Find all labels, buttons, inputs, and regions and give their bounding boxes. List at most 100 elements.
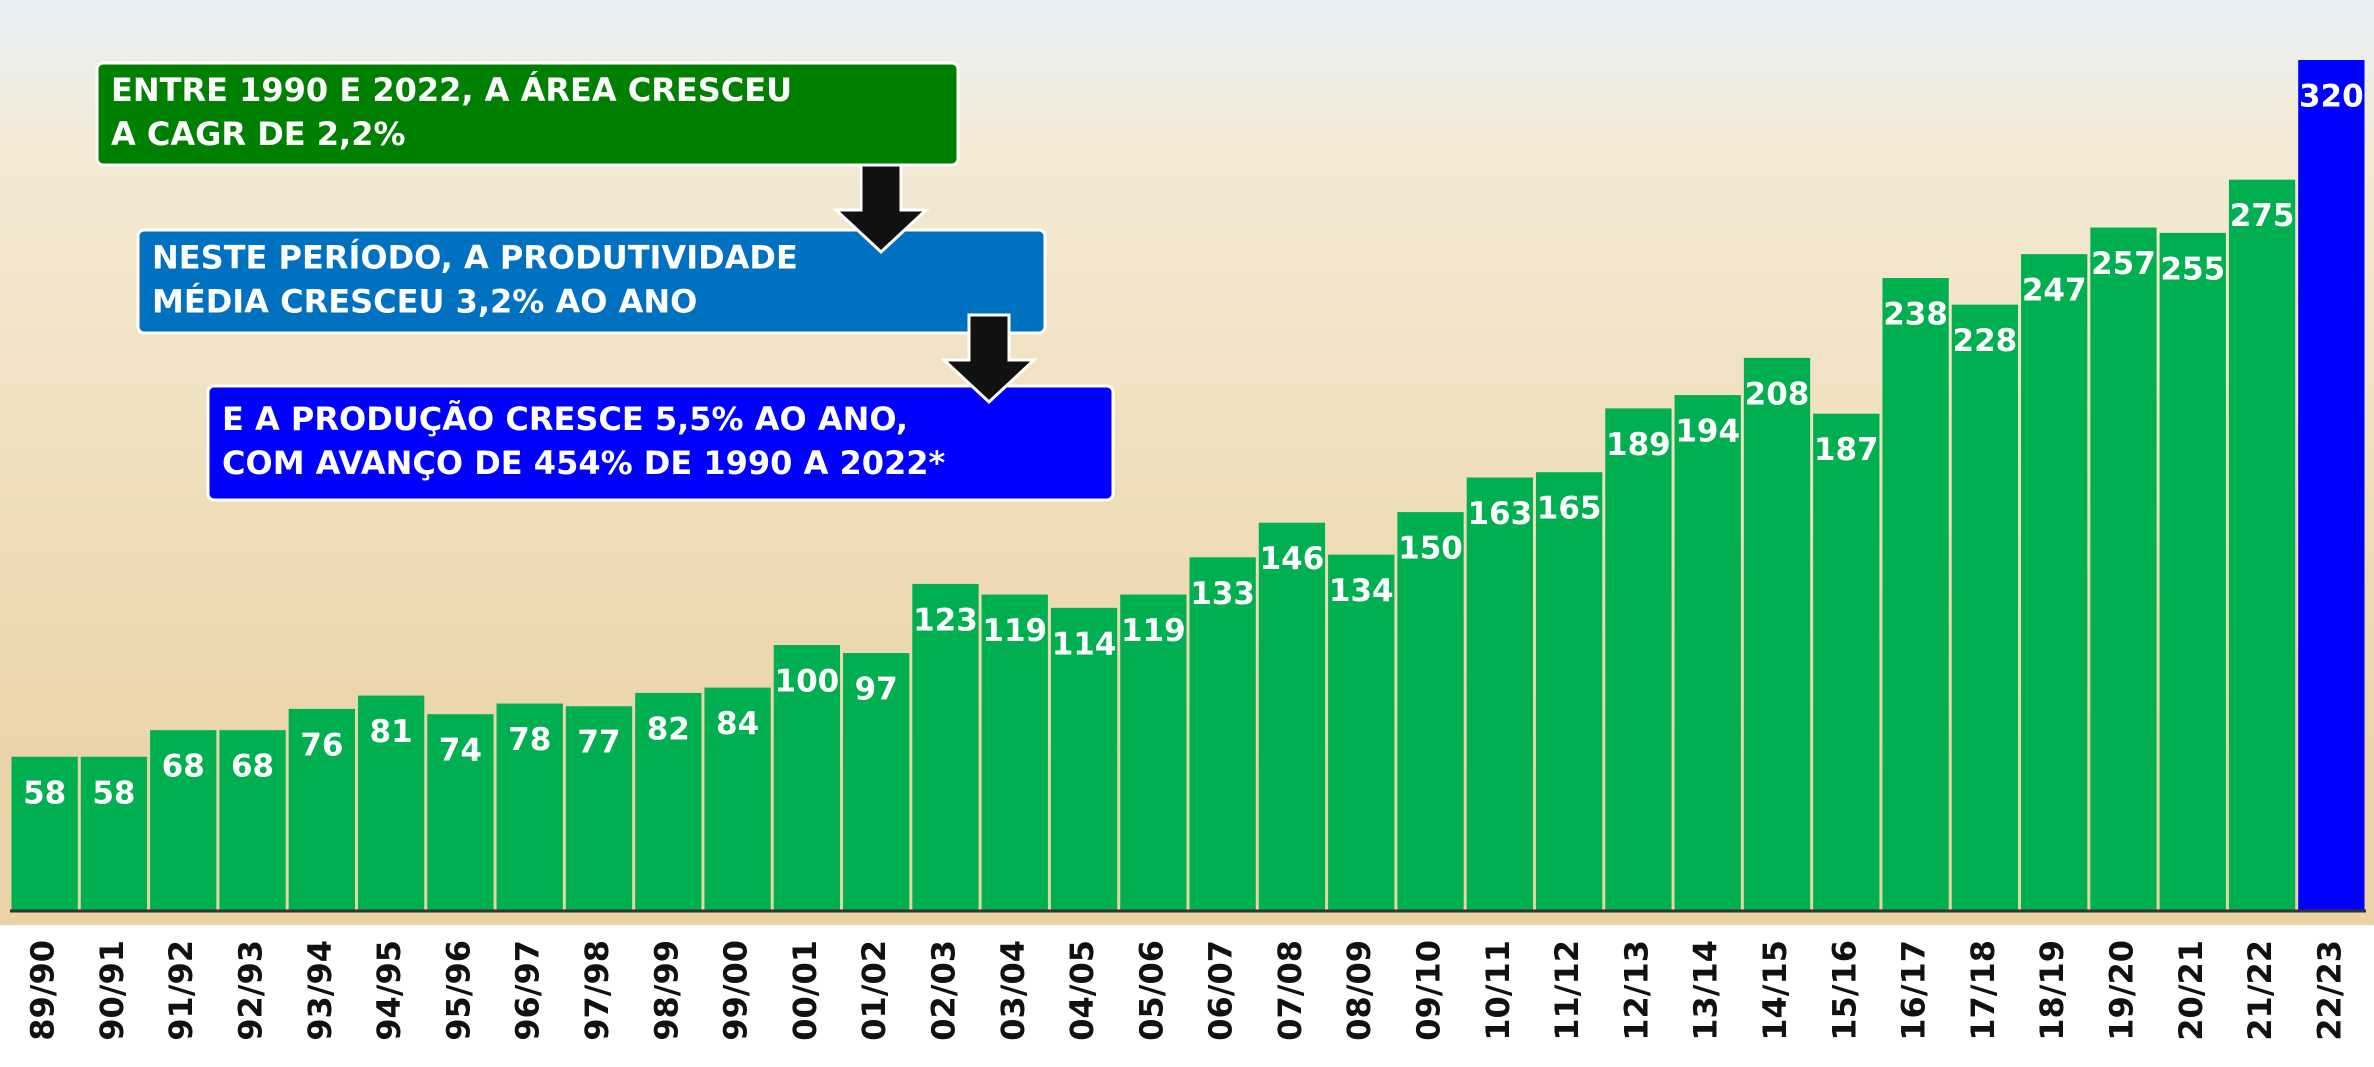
bar — [496, 703, 563, 911]
value-label: 58 — [23, 775, 66, 811]
x-tick-label: 20/21 — [2172, 940, 2210, 1041]
value-label: 257 — [2091, 246, 2156, 282]
x-tick-label: 96/97 — [509, 940, 547, 1041]
x-tick-label: 09/10 — [1410, 940, 1448, 1041]
bar — [2298, 60, 2365, 911]
value-label: 146 — [1260, 541, 1325, 577]
annotation-text: ENTRE 1990 E 2022, A ÁREA CRESCEU — [111, 71, 792, 109]
x-tick-label: 11/12 — [1548, 940, 1586, 1041]
value-label: 119 — [1121, 613, 1186, 649]
x-tick-label: 15/16 — [1825, 940, 1863, 1041]
value-label: 163 — [1467, 496, 1532, 532]
bar — [565, 706, 633, 911]
bar — [1674, 395, 1741, 911]
value-label: 255 — [2160, 251, 2225, 287]
x-tick-label: 21/22 — [2241, 940, 2279, 1041]
bar — [80, 756, 148, 911]
x-tick-label: 16/17 — [1895, 940, 1933, 1041]
x-tick-label: 19/20 — [2102, 940, 2140, 1041]
bar — [2090, 227, 2157, 911]
bar — [2159, 232, 2226, 911]
bar — [704, 687, 771, 911]
bar — [11, 756, 78, 911]
value-label: 187 — [1814, 432, 1879, 468]
value-label: 275 — [2230, 198, 2295, 234]
x-tick-label: 94/95 — [370, 940, 408, 1041]
bar — [981, 594, 1048, 911]
value-label: 97 — [855, 672, 898, 708]
x-tick-label: 12/13 — [1617, 940, 1655, 1041]
bar — [427, 714, 494, 911]
annotation-text: E A PRODUÇÃO CRESCE 5,5% AO ANO, — [222, 400, 908, 438]
bar — [357, 695, 425, 911]
value-label: 150 — [1398, 531, 1463, 567]
annotation-text: A CAGR DE 2,2% — [111, 115, 406, 153]
x-tick-label: 03/04 — [994, 940, 1032, 1041]
value-label: 77 — [577, 725, 620, 761]
bar — [1882, 278, 1949, 912]
value-label: 238 — [1883, 297, 1948, 333]
x-tick-label: 99/00 — [717, 940, 755, 1041]
bar — [2228, 179, 2296, 911]
value-label: 82 — [647, 711, 690, 747]
annotation-text: COM AVANÇO DE 454% DE 1990 A 2022* — [222, 444, 946, 482]
bar — [1120, 594, 1187, 911]
value-label: 133 — [1190, 576, 1255, 612]
value-label: 76 — [300, 727, 343, 763]
bar — [219, 730, 286, 911]
value-label: 81 — [370, 714, 413, 750]
x-tick-label: 07/08 — [1271, 940, 1309, 1041]
value-label: 228 — [1953, 323, 2018, 359]
bar — [773, 645, 841, 911]
value-label: 119 — [982, 613, 1047, 649]
value-label: 320 — [2299, 79, 2364, 115]
bar — [1535, 472, 1603, 911]
bar — [1951, 304, 2019, 912]
value-label: 189 — [1606, 427, 1671, 463]
bar — [288, 708, 355, 911]
bar — [1328, 554, 1395, 911]
bar — [1258, 522, 1326, 911]
bar — [150, 730, 217, 911]
bar — [1743, 357, 1811, 912]
value-label: 134 — [1329, 573, 1394, 609]
bar — [635, 692, 702, 911]
value-label: 84 — [716, 706, 759, 742]
label-area — [0, 925, 2374, 1067]
x-tick-label: 98/99 — [647, 940, 685, 1041]
value-label: 165 — [1537, 491, 1602, 527]
x-tick-label: 90/91 — [93, 940, 131, 1041]
bar — [1813, 413, 1880, 911]
value-label: 78 — [508, 722, 551, 758]
value-label: 123 — [913, 602, 978, 638]
annotation-box — [206, 384, 1115, 502]
annotation-box — [95, 61, 960, 167]
bar — [843, 653, 910, 911]
x-tick-label: 91/92 — [162, 940, 200, 1041]
value-label: 194 — [1675, 414, 1740, 450]
x-tick-label: 13/14 — [1687, 940, 1725, 1041]
x-tick-label: 17/18 — [1964, 940, 2002, 1041]
value-label: 114 — [1052, 626, 1117, 662]
x-tick-label: 22/23 — [2310, 940, 2348, 1041]
value-label: 74 — [439, 733, 482, 769]
annotation-text: MÉDIA CRESCEU 3,2% AO ANO — [152, 283, 697, 321]
arrow — [940, 313, 1038, 405]
bar — [2021, 254, 2088, 911]
value-label: 208 — [1745, 376, 1810, 412]
x-tick-label: 89/90 — [24, 940, 62, 1041]
x-tick-label: 05/06 — [1132, 940, 1170, 1041]
value-label: 68 — [162, 749, 205, 785]
x-tick-label: 10/11 — [1479, 940, 1517, 1041]
value-label: 58 — [92, 775, 135, 811]
x-tick-label: 95/96 — [439, 940, 477, 1041]
x-tick-label: 08/09 — [1340, 940, 1378, 1041]
bar — [1050, 607, 1118, 911]
x-tick-label: 18/19 — [2033, 940, 2071, 1041]
bar — [1466, 477, 1533, 911]
value-label: 247 — [2022, 273, 2087, 309]
x-tick-label: 04/05 — [1063, 940, 1101, 1041]
x-tick-label: 01/02 — [855, 940, 893, 1041]
value-label: 68 — [231, 749, 274, 785]
